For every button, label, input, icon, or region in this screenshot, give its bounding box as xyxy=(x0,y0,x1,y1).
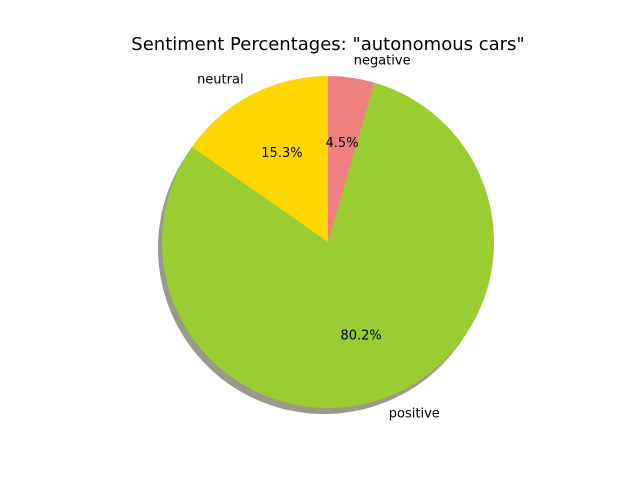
slice-label-negative: negative xyxy=(354,54,411,69)
slice-label-neutral: neutral xyxy=(197,73,244,88)
chart-title: Sentiment Percentages: "autonomous cars" xyxy=(131,34,524,55)
slice-percent-negative: 4.5% xyxy=(326,136,359,151)
slice-percent-positive: 80.2% xyxy=(340,328,381,343)
slice-label-positive: positive xyxy=(389,407,440,422)
pie-labels: negative 4.5% positive 80.2% neutral 15.3% xyxy=(197,54,440,422)
pie-slice-positive xyxy=(161,82,494,408)
pie-slices xyxy=(161,76,494,408)
slice-percent-neutral: 15.3% xyxy=(261,146,302,161)
pie-slice-neutral xyxy=(191,76,328,242)
pie-slice-negative xyxy=(328,76,375,242)
